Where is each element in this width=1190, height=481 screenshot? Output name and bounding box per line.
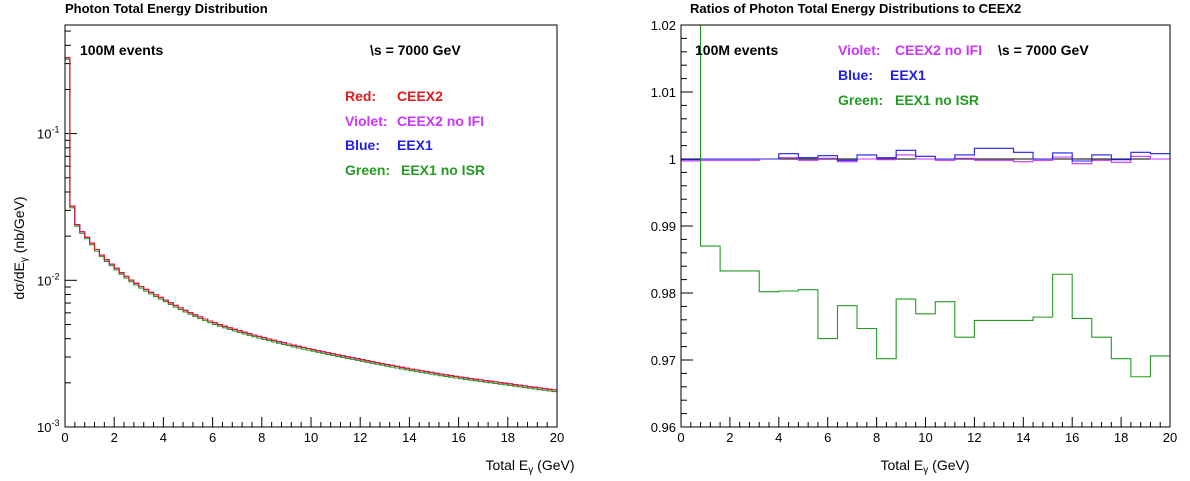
left-legend-blue-name: EEX1 xyxy=(397,137,433,153)
left-plot-frame xyxy=(64,24,558,428)
left-yticks: 10-3 10-2 10-1 xyxy=(37,30,77,435)
right-xlabel-unit: (GeV) xyxy=(928,457,969,473)
left-legend-violet: Violet: CEEX2 no IFI xyxy=(345,113,484,129)
left-legend-blue-label: Blue: xyxy=(345,137,380,153)
right-xtick-label: 12 xyxy=(967,430,981,445)
right-legend-green-label: Green: xyxy=(838,92,883,108)
left-ylabel-unit: (nb/GeV) xyxy=(11,196,27,257)
left-ytick-label: 10-3 xyxy=(37,418,59,435)
right-legend-green: Green: EEX1 no ISR xyxy=(838,92,979,108)
right-legend-blue-name: EEX1 xyxy=(890,67,926,83)
right-legend-violet-name: CEEX2 no IFI xyxy=(895,42,982,58)
right-ytick-label: 1 xyxy=(669,152,676,167)
right-ytick-label: 0.97 xyxy=(651,353,676,368)
left-ytick-label: 10-1 xyxy=(37,125,59,142)
right-xlabel-main: Total E xyxy=(880,457,923,473)
right-ytick-label: 0.96 xyxy=(651,420,676,435)
left-xtick-label: 0 xyxy=(61,430,68,445)
right-chart-title: Ratios of Photon Total Energy Distributi… xyxy=(690,1,1021,16)
right-plot-frame xyxy=(680,24,1171,428)
left-note-events: 100M events xyxy=(80,42,163,58)
right-xtick-label: 16 xyxy=(1065,430,1079,445)
right-yticks: 0.96 0.97 0.98 0.99 1 1.01 1.02 xyxy=(651,18,693,435)
left-xlabel-main: Total E xyxy=(485,457,528,473)
left-xlabel-unit: (GeV) xyxy=(533,457,574,473)
right-xticks: 0 2 4 6 8 10 12 14 16 18 20 xyxy=(677,417,1177,445)
left-xticks: 0 2 4 6 8 10 12 14 16 18 20 xyxy=(61,417,564,445)
left-legend-blue: Blue: EEX1 xyxy=(345,137,433,153)
left-xtick-label: 10 xyxy=(304,430,318,445)
right-xtick-label: 20 xyxy=(1163,430,1177,445)
right-chart: Ratios of Photon Total Energy Distributi… xyxy=(651,1,1178,476)
left-series-line xyxy=(65,56,557,391)
left-legend-violet-name: CEEX2 no IFI xyxy=(397,113,484,129)
right-series-line xyxy=(681,24,1170,378)
right-legend-violet: Violet: CEEX2 no IFI xyxy=(838,42,982,58)
left-ylabel-sub: γ xyxy=(19,257,30,262)
left-legend-green: Green: EEX1 no ISR xyxy=(345,162,485,178)
right-legend-blue-label: Blue: xyxy=(838,67,873,83)
left-xtick-label: 20 xyxy=(550,430,564,445)
left-legend-red-label: Red: xyxy=(345,88,376,104)
right-xtick-label: 6 xyxy=(824,430,831,445)
right-series-line xyxy=(681,147,1170,162)
right-note-events: 100M events xyxy=(695,42,778,58)
right-ytick-label: 0.98 xyxy=(651,286,676,301)
right-legend-green-name: EEX1 no ISR xyxy=(895,92,979,108)
left-legend-red: Red: CEEX2 xyxy=(345,88,443,104)
left-xtick-label: 6 xyxy=(209,430,216,445)
right-legend-blue: Blue: EEX1 xyxy=(838,67,926,83)
left-xtick-label: 8 xyxy=(258,430,265,445)
left-xtick-label: 12 xyxy=(353,430,367,445)
right-legend: Violet: CEEX2 no IFI Blue: EEX1 Green: EEX1… xyxy=(838,42,982,108)
left-ytick-label: 10-2 xyxy=(37,271,59,288)
left-series-line xyxy=(65,58,557,393)
left-xtick-label: 18 xyxy=(501,430,515,445)
right-series xyxy=(681,24,1170,378)
right-ytick-label: 1.01 xyxy=(651,85,676,100)
left-note-energy: \s = 7000 GeV xyxy=(370,42,461,58)
left-xlabel-sub: γ xyxy=(528,465,533,476)
right-ytick-label: 1.02 xyxy=(651,18,676,33)
left-legend-red-name: CEEX2 xyxy=(397,88,443,104)
left-legend-green-name: EEX1 no ISR xyxy=(401,162,485,178)
left-yaxis-title: dσ/dEγ (nb/GeV) xyxy=(11,196,30,299)
right-xlabel-sub: γ xyxy=(923,465,928,476)
right-xtick-label: 14 xyxy=(1016,430,1030,445)
left-chart-title: Photon Total Energy Distribution xyxy=(65,1,268,16)
right-legend-violet-label: Violet: xyxy=(838,42,881,58)
right-xtick-label: 4 xyxy=(775,430,782,445)
right-note-energy: \s = 7000 GeV xyxy=(998,42,1089,58)
left-legend-violet-label: Violet: xyxy=(345,113,388,129)
left-series-line xyxy=(65,56,557,391)
left-yaxis-title-text: dσ/dEγ (nb/GeV) xyxy=(11,196,30,299)
right-xtick-label: 0 xyxy=(677,430,684,445)
right-ytick-label: 0.99 xyxy=(651,219,676,234)
right-xtick-label: 18 xyxy=(1114,430,1128,445)
right-xtick-label: 8 xyxy=(873,430,880,445)
right-xaxis-title: Total Eγ (GeV) xyxy=(880,457,969,476)
left-ylabel-main: dσ/dE xyxy=(11,262,27,299)
left-xtick-label: 4 xyxy=(160,430,167,445)
left-xtick-label: 2 xyxy=(111,430,118,445)
left-xaxis-title: Total Eγ (GeV) xyxy=(485,457,574,476)
left-xtick-label: 16 xyxy=(451,430,465,445)
right-xtick-label: 2 xyxy=(726,430,733,445)
left-chart: Photon Total Energy Distribution dσ/dEγ … xyxy=(11,1,575,476)
left-legend-green-label: Green: xyxy=(345,162,390,178)
left-xtick-label: 14 xyxy=(402,430,416,445)
right-xtick-label: 10 xyxy=(918,430,932,445)
left-legend: Red: CEEX2 Violet: CEEX2 no IFI Blue: EEX1 … xyxy=(345,88,485,178)
left-series-line xyxy=(65,56,557,391)
left-series xyxy=(65,56,557,393)
